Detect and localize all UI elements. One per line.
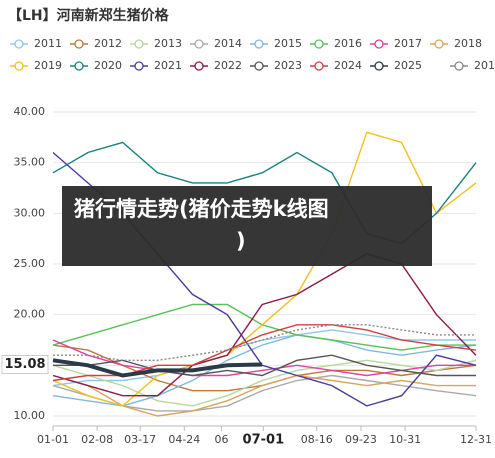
legend-label: 2014 [214, 37, 242, 50]
y-tick-label: 40.00 [14, 105, 46, 118]
legend-label: 2016 [334, 37, 362, 50]
x-tick-label: 10-31 [389, 433, 421, 446]
legend-marker [434, 39, 444, 49]
legend-label: 2023 [274, 59, 302, 72]
x-tick-label: 12-31 [460, 433, 492, 446]
overlay-text: 猪行情走势(猪价走势k线图 ) [73, 197, 336, 253]
legend-label: 2012 [94, 37, 122, 50]
legend-marker [374, 39, 384, 49]
series-line [53, 354, 476, 377]
legend-label: 2018 [454, 37, 482, 50]
current-value: 15.08 [4, 357, 45, 372]
legend-marker [74, 61, 84, 71]
legend-label: 2020 [94, 59, 122, 72]
legend-label: 2019 [34, 59, 62, 72]
legend-marker [194, 61, 204, 71]
y-tick-label: 20.00 [14, 308, 46, 321]
legend-label: 2025 [394, 59, 422, 72]
series-line [53, 324, 476, 361]
overlay-banner [62, 186, 432, 266]
legend-marker [374, 61, 384, 71]
overlay-line: 猪行情走势(猪价走势k线图 [73, 197, 336, 221]
legend-label: 2022 [214, 59, 242, 72]
y-tick-label: 35.00 [14, 156, 46, 169]
legend-marker [314, 39, 324, 49]
x-tick-label: 02-08 [81, 433, 113, 446]
legend-marker [134, 39, 144, 49]
current-value-box [1, 355, 49, 375]
x-tick-label: 04-24 [168, 433, 200, 446]
chart-title: 【LH】河南新郑生猪价格 [8, 7, 170, 24]
y-tick-label: 30.00 [14, 206, 46, 219]
legend-label: 2017 [394, 37, 422, 50]
legend-marker [14, 61, 24, 71]
legend-label: 2021 [154, 59, 182, 72]
legend-label: 2013 [154, 37, 182, 50]
legend-marker [134, 61, 144, 71]
x-tick-label: 06 [215, 433, 229, 446]
legend-marker [454, 61, 464, 71]
x-tick-label: 01-01 [37, 433, 69, 446]
x-tick-label: 08-16 [301, 433, 333, 446]
series-line [52, 131, 477, 407]
x-tick-label: 07-01 [243, 433, 285, 448]
series-line [52, 358, 263, 378]
y-tick-label: 25.00 [14, 257, 46, 270]
legend-label: 2024 [334, 59, 362, 72]
x-tick-label: 03-17 [124, 433, 156, 446]
legend-marker [254, 61, 264, 71]
legend-label: 2015 [274, 37, 302, 50]
legend-marker [314, 61, 324, 71]
legend-label: 2011-2024均值 [474, 59, 495, 72]
overlay-line: ) [236, 229, 246, 253]
legend-marker [254, 39, 264, 49]
x-tick-label: 09-23 [345, 433, 377, 446]
y-tick-label: 10.00 [14, 409, 46, 422]
legend-marker [74, 39, 84, 49]
legend-marker [14, 39, 24, 49]
legend-marker [194, 39, 204, 49]
series-line [52, 359, 477, 407]
legend-label: 2011 [34, 37, 62, 50]
